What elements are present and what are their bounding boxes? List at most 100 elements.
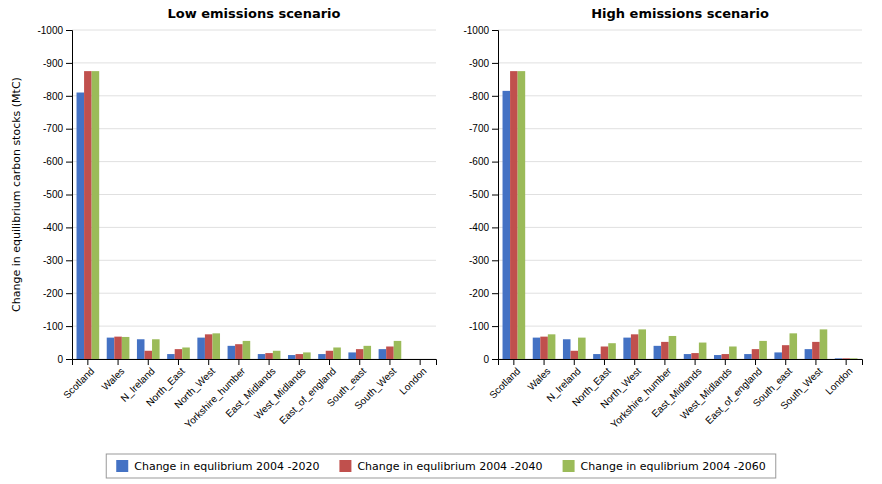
tick: Yorkshire_humber bbox=[182, 359, 247, 430]
tick-mark bbox=[66, 96, 72, 97]
tick-mark bbox=[66, 30, 72, 31]
tick-mark bbox=[574, 359, 575, 365]
bar bbox=[273, 351, 281, 359]
bar bbox=[563, 339, 571, 359]
title: High emissions scenario bbox=[591, 6, 769, 21]
bar bbox=[631, 334, 639, 359]
panel: -1000-900-800-700-600-500-400-300-200-10… bbox=[463, 6, 862, 430]
tick-mark bbox=[389, 359, 390, 365]
tick: -200 bbox=[43, 288, 72, 299]
bar bbox=[623, 338, 631, 359]
tick: Wales bbox=[99, 359, 126, 393]
tick-mark bbox=[492, 227, 498, 228]
bar bbox=[333, 347, 341, 359]
bar bbox=[608, 343, 616, 359]
y-axis: -1000-900-800-700-600-500-400-300-200-10… bbox=[463, 25, 498, 365]
y-axis: -1000-900-800-700-600-500-400-300-200-10… bbox=[37, 25, 72, 365]
tick-label: -200 bbox=[469, 288, 489, 299]
bar bbox=[812, 342, 820, 359]
x-axis: ScotlandWalesN_IrelandNorth_EastNorth_We… bbox=[487, 359, 862, 430]
bar bbox=[258, 354, 266, 359]
bar bbox=[303, 352, 311, 359]
grid-line bbox=[72, 227, 436, 228]
grid-line bbox=[498, 227, 862, 228]
chart: -1000-900-800-700-600-500-400-300-200-10… bbox=[0, 0, 882, 484]
tick-label: -600 bbox=[43, 156, 63, 167]
tick-mark bbox=[66, 129, 72, 130]
tick-mark bbox=[269, 359, 270, 365]
bar bbox=[601, 346, 609, 359]
bar bbox=[518, 71, 526, 359]
bar bbox=[152, 339, 160, 359]
axis-line bbox=[73, 360, 437, 366]
tick-mark bbox=[492, 129, 498, 130]
grid-line bbox=[498, 326, 862, 327]
grid-line bbox=[72, 62, 436, 63]
bar bbox=[235, 344, 243, 359]
series bbox=[84, 71, 394, 359]
tick-mark bbox=[66, 195, 72, 196]
legend-item: Change in equlibrium 2004 -2040 bbox=[339, 460, 542, 473]
grid bbox=[72, 30, 436, 359]
bar bbox=[548, 334, 556, 359]
bar bbox=[790, 333, 798, 359]
tick: -700 bbox=[43, 123, 72, 134]
grid bbox=[498, 30, 862, 359]
tick: London bbox=[397, 359, 428, 397]
tick-mark bbox=[359, 359, 360, 365]
bar bbox=[744, 354, 752, 359]
bar bbox=[228, 346, 236, 359]
tick: -1000 bbox=[463, 25, 498, 36]
bar bbox=[348, 352, 356, 359]
grid-line bbox=[72, 128, 436, 129]
tick: Wales bbox=[525, 359, 552, 393]
bar bbox=[510, 71, 518, 359]
tick-label: -900 bbox=[43, 58, 63, 69]
grid-line bbox=[72, 260, 436, 261]
tick-label: London bbox=[823, 365, 854, 396]
panel: -1000-900-800-700-600-500-400-300-200-10… bbox=[10, 6, 437, 430]
tick-label: -800 bbox=[469, 91, 489, 102]
tick-mark bbox=[492, 96, 498, 97]
tick-mark bbox=[492, 359, 498, 360]
tick-mark bbox=[815, 359, 816, 365]
tick-mark bbox=[492, 63, 498, 64]
bar bbox=[729, 346, 737, 359]
tick: 0 bbox=[483, 354, 498, 365]
bar bbox=[77, 93, 85, 359]
tick-mark bbox=[725, 359, 726, 365]
tick-label: South_West bbox=[778, 365, 824, 411]
axis-line bbox=[492, 31, 499, 360]
tick: Scotland bbox=[487, 359, 522, 401]
bar bbox=[205, 334, 213, 359]
tick: -900 bbox=[43, 58, 72, 69]
tick-mark bbox=[66, 293, 72, 294]
bar bbox=[356, 349, 364, 359]
bar bbox=[691, 353, 699, 359]
bars bbox=[503, 71, 858, 359]
tick: West_Midlands bbox=[678, 359, 734, 421]
bar bbox=[296, 354, 304, 359]
tick-mark bbox=[695, 359, 696, 365]
tick: -900 bbox=[469, 58, 498, 69]
bar bbox=[137, 339, 145, 359]
tick-mark bbox=[513, 359, 514, 365]
bars bbox=[77, 71, 402, 359]
grid-line bbox=[72, 161, 436, 162]
tick-label: -600 bbox=[469, 156, 489, 167]
tick-mark bbox=[604, 359, 605, 365]
bar bbox=[107, 338, 115, 359]
tick-mark bbox=[66, 63, 72, 64]
bar bbox=[424, 359, 432, 360]
tick-mark bbox=[492, 326, 498, 327]
tick-label: -1000 bbox=[37, 25, 63, 36]
bar bbox=[782, 345, 790, 359]
legend-frame bbox=[106, 454, 776, 478]
legend-item: Change in equlibrium 2004 -2060 bbox=[563, 460, 766, 473]
tick-label: -800 bbox=[43, 91, 63, 102]
bar bbox=[578, 338, 586, 359]
tick-mark bbox=[755, 359, 756, 365]
tick: -400 bbox=[469, 222, 498, 233]
bar bbox=[533, 338, 541, 359]
tick: South_West bbox=[778, 359, 824, 412]
